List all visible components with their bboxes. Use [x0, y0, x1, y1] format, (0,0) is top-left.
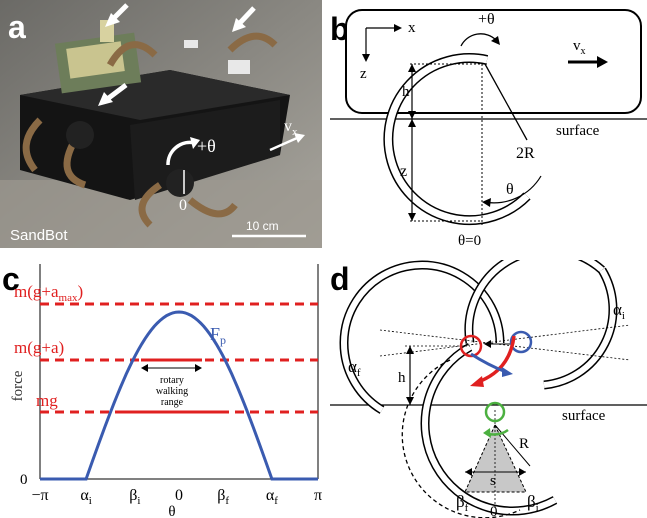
rotation-arrow-icon — [190, 137, 200, 149]
z-axis-label: z — [360, 66, 367, 82]
panel-d: d surface h s R — [330, 260, 647, 518]
blue-arrow-icon — [502, 367, 513, 377]
x-axis-label: x — [408, 20, 416, 36]
x-axis-label: θ — [168, 504, 175, 518]
robot-body-outline — [345, 9, 642, 114]
hip-circle-green — [484, 401, 506, 423]
x-tick-label: π — [314, 487, 322, 504]
hip-circle-red — [459, 334, 483, 358]
c-leg-final — [341, 262, 503, 413]
panel-b: b x z +θ vx surface h z — [330, 0, 647, 258]
h-label: h — [398, 370, 406, 386]
panel-letter-d: d — [330, 261, 350, 297]
panel-letter-c: c — [2, 261, 20, 297]
panel-a: a SandBot 10 cm +θ 0 vx — [0, 0, 322, 248]
panel-letter-a: a — [8, 9, 26, 45]
x-tick-label: αi — [80, 487, 91, 507]
x-ticks: −π αi βi 0 βf αf π — [31, 487, 322, 507]
fp-curve — [40, 310, 318, 481]
x-tick-label: αf — [266, 487, 278, 507]
beta-f-label: βf — [456, 492, 469, 514]
radius-label: 2R — [516, 145, 535, 162]
c-leg-lower — [422, 344, 557, 514]
level-label-max: m(g+amax) — [14, 282, 83, 304]
x-tick-label: 0 — [175, 487, 183, 504]
level-label-mg: mg — [36, 391, 58, 410]
force-chart: c m(g+amax) m(g+a) mg Fp rotary walking … — [2, 261, 322, 518]
panel-letter-b: b — [330, 11, 350, 47]
h-label: h — [402, 84, 410, 100]
beta-i-label: βi — [527, 492, 539, 514]
level-label-a: m(g+a) — [14, 338, 64, 357]
alpha-f-label: αf — [348, 357, 361, 379]
leg-geometry-diagram: b x z +θ vx surface h z — [330, 9, 647, 249]
zero-label: 0 — [179, 197, 187, 214]
velocity-arrow-icon — [294, 133, 305, 143]
zero-label: 0 — [490, 504, 498, 518]
c-leg — [384, 54, 530, 224]
range-label-1: rotary — [160, 375, 184, 386]
panel-c: c m(g+amax) m(g+a) mg Fp rotary walking … — [0, 260, 330, 518]
curve-label: Fp — [210, 324, 226, 347]
r-label: R — [519, 436, 529, 452]
surface-label: surface — [556, 123, 600, 139]
arrow-icon — [98, 92, 113, 106]
range-label-2: walking — [156, 386, 188, 397]
cone-region — [464, 423, 527, 493]
theta-label: +θ — [197, 136, 216, 156]
velocity-label: vx — [284, 118, 298, 138]
velocity-label: vx — [573, 38, 586, 57]
c-leg-initial — [465, 260, 604, 344]
z-label: z — [400, 163, 407, 180]
zero-label: θ=0 — [458, 233, 481, 249]
y-axis-label: force — [10, 370, 26, 401]
range-label-3: range — [161, 397, 184, 408]
scale-label: 10 cm — [246, 219, 279, 233]
red-arrow-icon — [470, 376, 484, 387]
x-tick-label: βf — [217, 487, 229, 507]
hip-circle-blue — [509, 330, 533, 354]
angle-label: θ — [506, 181, 514, 198]
velocity-arrow-icon — [597, 56, 608, 68]
theta-label: +θ — [478, 11, 495, 28]
robot-name: SandBot — [10, 227, 68, 244]
alpha-i-label: αi — [613, 300, 625, 322]
walking-diagram: d surface h s R — [330, 260, 647, 518]
arrow-icon — [232, 18, 246, 32]
arrow-icon — [105, 13, 120, 27]
surface-label: surface — [562, 408, 606, 424]
y-zero-label: 0 — [20, 472, 28, 488]
robot-photo: a SandBot 10 cm +θ 0 vx — [0, 0, 322, 248]
green-arrow-icon — [483, 428, 491, 438]
s-label: s — [490, 473, 496, 489]
x-tick-label: −π — [31, 487, 48, 504]
x-tick-label: βi — [129, 487, 140, 507]
